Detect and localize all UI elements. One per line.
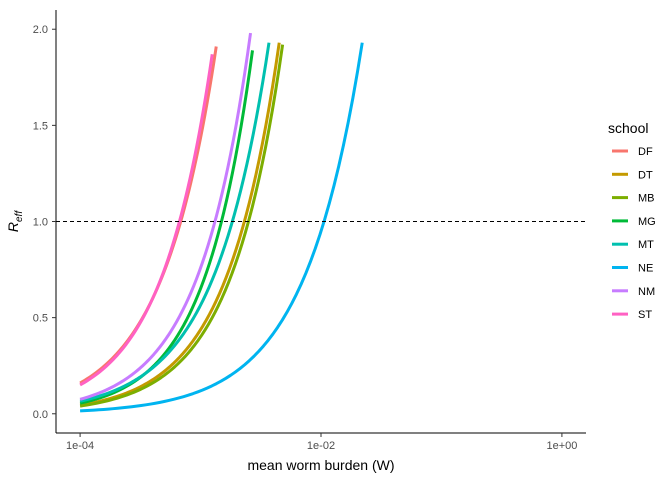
- x-axis-ticks: 1e-04 1e-02 1e+00: [66, 433, 577, 452]
- legend-label-df: DF: [638, 146, 653, 158]
- legend-items: DF DT MB MG MT NE NM ST: [612, 146, 656, 321]
- legend-title: school: [608, 120, 648, 136]
- y-tick-label: 0.5: [33, 313, 48, 325]
- series-line-st: [79, 53, 214, 387]
- legend-label-mt: MT: [638, 239, 654, 251]
- series-line-mb: [79, 44, 285, 408]
- y-axis-title: Reff: [5, 210, 25, 232]
- y-axis-ticks: 0.0 0.5 1.0 1.5 2.0: [33, 24, 56, 421]
- y-tick-label: 0.0: [33, 409, 48, 421]
- series-layer: [79, 32, 364, 413]
- series-line-df: [79, 46, 218, 385]
- legend-label-ne: NE: [638, 263, 653, 275]
- y-tick-label: 2.0: [33, 24, 48, 36]
- y-axis-title-main: R: [5, 222, 21, 232]
- series-line-dt: [79, 42, 281, 407]
- x-tick-label: 1e-04: [66, 440, 94, 452]
- series-line-nm: [79, 32, 253, 401]
- legend-label-mb: MB: [638, 193, 655, 205]
- legend-label-st: ST: [638, 309, 652, 321]
- series-line-mt: [79, 42, 271, 403]
- x-tick-label: 1e+00: [546, 440, 577, 452]
- legend-label-nm: NM: [638, 286, 655, 298]
- x-axis-title: mean worm burden (W): [247, 457, 394, 473]
- legend-label-mg: MG: [638, 216, 656, 228]
- x-tick-label: 1e-02: [307, 440, 335, 452]
- y-axis-title-subscript: eff: [14, 210, 25, 222]
- series-line-mg: [79, 50, 254, 405]
- y-tick-label: 1.5: [33, 120, 48, 132]
- legend: school DF DT MB MG MT NE NM ST: [608, 120, 656, 321]
- legend-label-dt: DT: [638, 169, 653, 181]
- y-tick-label: 1.0: [33, 217, 48, 229]
- series-line-ne: [80, 42, 364, 413]
